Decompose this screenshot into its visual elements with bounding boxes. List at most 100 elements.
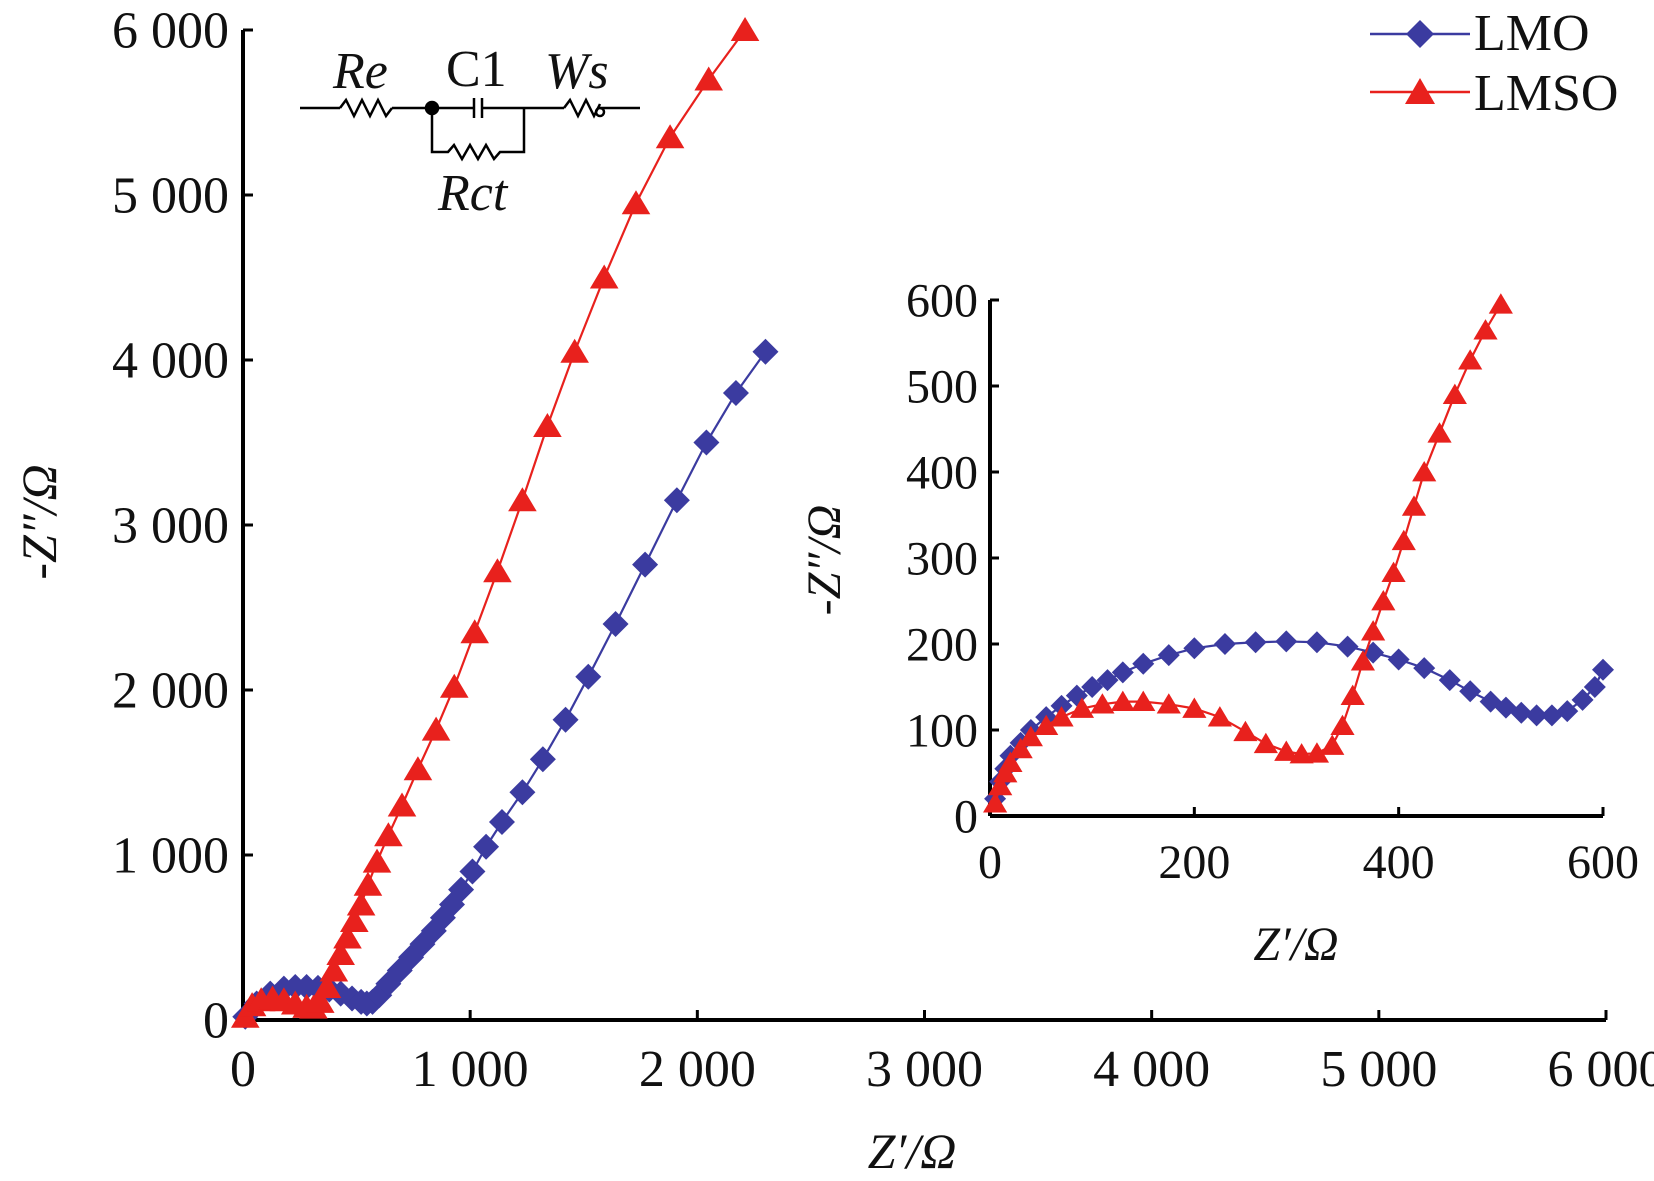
main-ticks: 0 1 000 2 000 3 000 4 000 5 000 6 000 0 1 000 2 0…	[112, 3, 1654, 1098]
main-data-point-lmo	[473, 833, 500, 860]
circuit-label-re: Re	[332, 43, 388, 100]
inset-x-tick-label: 600	[1567, 836, 1639, 889]
legend-marker-lmo	[1406, 20, 1434, 48]
inset-data-point-lmso	[1458, 349, 1483, 370]
inset-data-point-lmo	[1336, 635, 1359, 658]
inset-data-point-lmo	[1275, 630, 1298, 653]
inset-data-point-lmo	[1111, 661, 1134, 684]
main-data-point-lmo	[602, 611, 629, 637]
legend-item-lmo: LMO	[1370, 5, 1590, 62]
inset-data-point-lmso	[1069, 697, 1095, 718]
inset-data-point-lmso	[1182, 697, 1207, 718]
inset-data-point-lmso	[1371, 590, 1396, 611]
main-data-point-lmso	[340, 908, 369, 933]
inset-y-tick-label: 400	[906, 446, 978, 499]
inset-data-point-lmo	[1583, 676, 1606, 698]
main-series-line-lmo	[244, 351, 767, 1018]
main-y-axis-label: -Z″/Ω	[11, 464, 67, 579]
main-data-point-lmso	[589, 264, 619, 289]
inset-data-point-lmo	[1510, 701, 1533, 724]
main-x-tick-label: 6 000	[1548, 1041, 1654, 1098]
inset-y-tick-label: 0	[954, 790, 978, 843]
inset-data-point-lmso	[1233, 720, 1258, 742]
inset-data-point-lmo	[1592, 658, 1614, 681]
inset-data-point-lmo	[1183, 637, 1206, 660]
inset-data-point-lmso	[998, 751, 1023, 773]
main-x-axis-label: Z′/Ω	[868, 1123, 957, 1179]
main-data-point-lmso	[362, 848, 392, 873]
inset-data-point-lmso	[1473, 319, 1498, 340]
inset-x-axis-label: Z′/Ω	[1253, 918, 1338, 971]
main-data-point-lmo	[459, 858, 486, 885]
circuit-label-c1: C1	[446, 41, 507, 98]
main-data-point-lmo	[663, 487, 690, 514]
main-x-tick-label: 4 000	[1093, 1041, 1210, 1098]
main-data-point-lmso	[305, 988, 335, 1013]
main-y-tick-label: 3 000	[112, 498, 229, 555]
inset-data-point-lmo	[1305, 631, 1328, 654]
inset-data-point-lmso	[1253, 732, 1278, 754]
inset-data-point-lmso	[1381, 561, 1406, 582]
main-data-point-lmo	[509, 779, 536, 806]
inset-y-tick-label: 100	[906, 704, 978, 757]
inset-data-point-lmo	[1387, 648, 1410, 671]
circuit-label-ws: Ws	[545, 43, 609, 100]
inset-data-point-lmso	[1391, 529, 1416, 551]
inset-y-tick-label: 500	[906, 360, 978, 413]
inset-data-point-lmso	[1008, 737, 1033, 759]
inset-x-tick-label: 400	[1363, 836, 1435, 889]
main-x-tick-label: 0	[230, 1041, 256, 1098]
inset-x-tick-label: 0	[978, 836, 1002, 889]
inset-data-point-lmso	[1304, 742, 1330, 763]
inset-data-point-lmso	[1488, 293, 1513, 314]
legend-item-lmso: LMSO	[1370, 65, 1618, 122]
inset-data-point-lmso	[1131, 690, 1156, 711]
inset-data-point-lmso	[1320, 734, 1345, 755]
main-data-point-lmso	[374, 822, 403, 847]
main-data-point-lmo	[752, 338, 779, 365]
inset-series	[983, 293, 1614, 813]
inset-data-point-lmso	[1442, 383, 1467, 404]
inset-data-point-lmso	[1110, 690, 1135, 711]
inset-data-point-lmso	[1412, 461, 1437, 482]
inset-data-point-lmo	[1556, 700, 1579, 723]
main-data-point-lmso	[730, 17, 760, 42]
inset-data-point-lmso	[1274, 740, 1299, 761]
main-data-point-lmo	[529, 746, 556, 773]
inset-data-point-lmso	[1049, 706, 1074, 727]
legend-label-lmso: LMSO	[1474, 65, 1618, 122]
main-data-point-lmo	[632, 551, 659, 578]
main-data-point-lmso	[508, 487, 537, 512]
main-data-point-lmo	[693, 429, 720, 456]
main-data-point-lmso	[460, 619, 490, 644]
inset-data-point-lmo	[1459, 680, 1482, 703]
inset-data-point-lmso	[983, 792, 1008, 813]
main-y-tick-label: 6 000	[112, 3, 229, 60]
main-data-point-lmso	[403, 756, 433, 781]
legend: LMO LMSO	[1370, 5, 1618, 122]
main-x-tick-label: 5 000	[1320, 1041, 1437, 1098]
equivalent-circuit-diagram	[300, 97, 640, 162]
inset-data-point-lmo	[1438, 669, 1461, 692]
inset-data-point-lmso	[1090, 693, 1115, 714]
inset-data-point-lmo	[1244, 631, 1267, 654]
main-data-point-lmso	[655, 124, 685, 149]
inset-y-tick-label: 200	[906, 618, 978, 671]
inset-y-tick-label: 600	[906, 274, 978, 327]
main-y-tick-label: 1 000	[112, 828, 229, 885]
inset-data-point-lmso	[1427, 422, 1452, 443]
main-data-point-lmso	[483, 558, 512, 583]
inset-data-point-lmso	[1156, 693, 1181, 714]
inset-data-point-lmo	[1213, 633, 1236, 655]
inset-data-point-lmso	[1330, 714, 1355, 736]
inset-data-point-lmo	[1540, 704, 1563, 727]
main-plot: 0 1 000 2 000 3 000 4 000 5 000 6 000 0 1 000 2 0…	[11, 3, 1654, 1179]
main-x-tick-label: 1 000	[412, 1041, 529, 1098]
inset-data-point-lmo	[1413, 657, 1436, 680]
main-data-point-lmso	[353, 871, 383, 896]
legend-label-lmo: LMO	[1474, 5, 1590, 62]
main-data-point-lmso	[346, 891, 376, 916]
main-data-point-lmso	[694, 66, 723, 91]
inset-plot: 0 200 400 600 0 100 200 300 400 500 600 Z′/Ω -Z″/Ω	[798, 274, 1639, 971]
